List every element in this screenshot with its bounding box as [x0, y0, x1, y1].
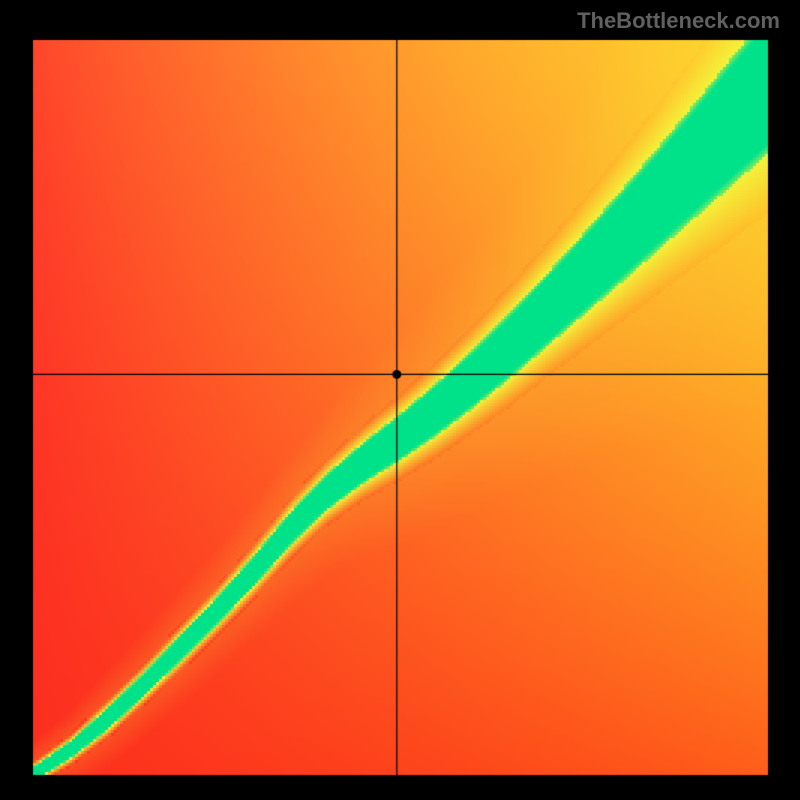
chart-container: TheBottleneck.com: [0, 0, 800, 800]
watermark-text: TheBottleneck.com: [577, 8, 780, 34]
bottleneck-heatmap: [0, 0, 800, 800]
